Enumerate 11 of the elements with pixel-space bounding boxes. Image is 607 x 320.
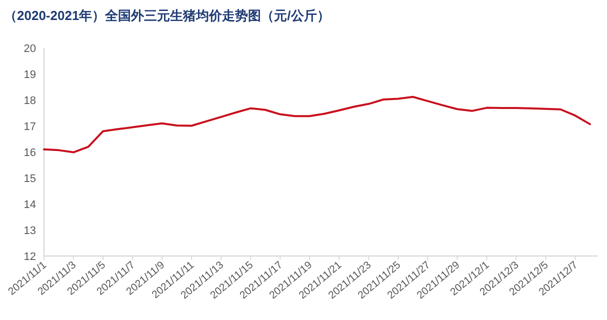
y-tick-label: 17 [24,121,36,133]
y-tick-label: 13 [24,225,36,237]
y-tick-label: 20 [24,43,36,55]
line-series [43,96,591,154]
y-tick-label: 14 [24,199,36,211]
y-tick-label: 15 [24,173,36,185]
y-tick-label: 16 [24,147,36,159]
y-tick-label: 19 [24,69,36,81]
y-tick-label: 12 [24,251,36,263]
chart-title: （2020-2021年）全国外三元生猪均价走势图（元/公斤） [4,8,330,23]
y-tick-label: 18 [24,95,36,107]
